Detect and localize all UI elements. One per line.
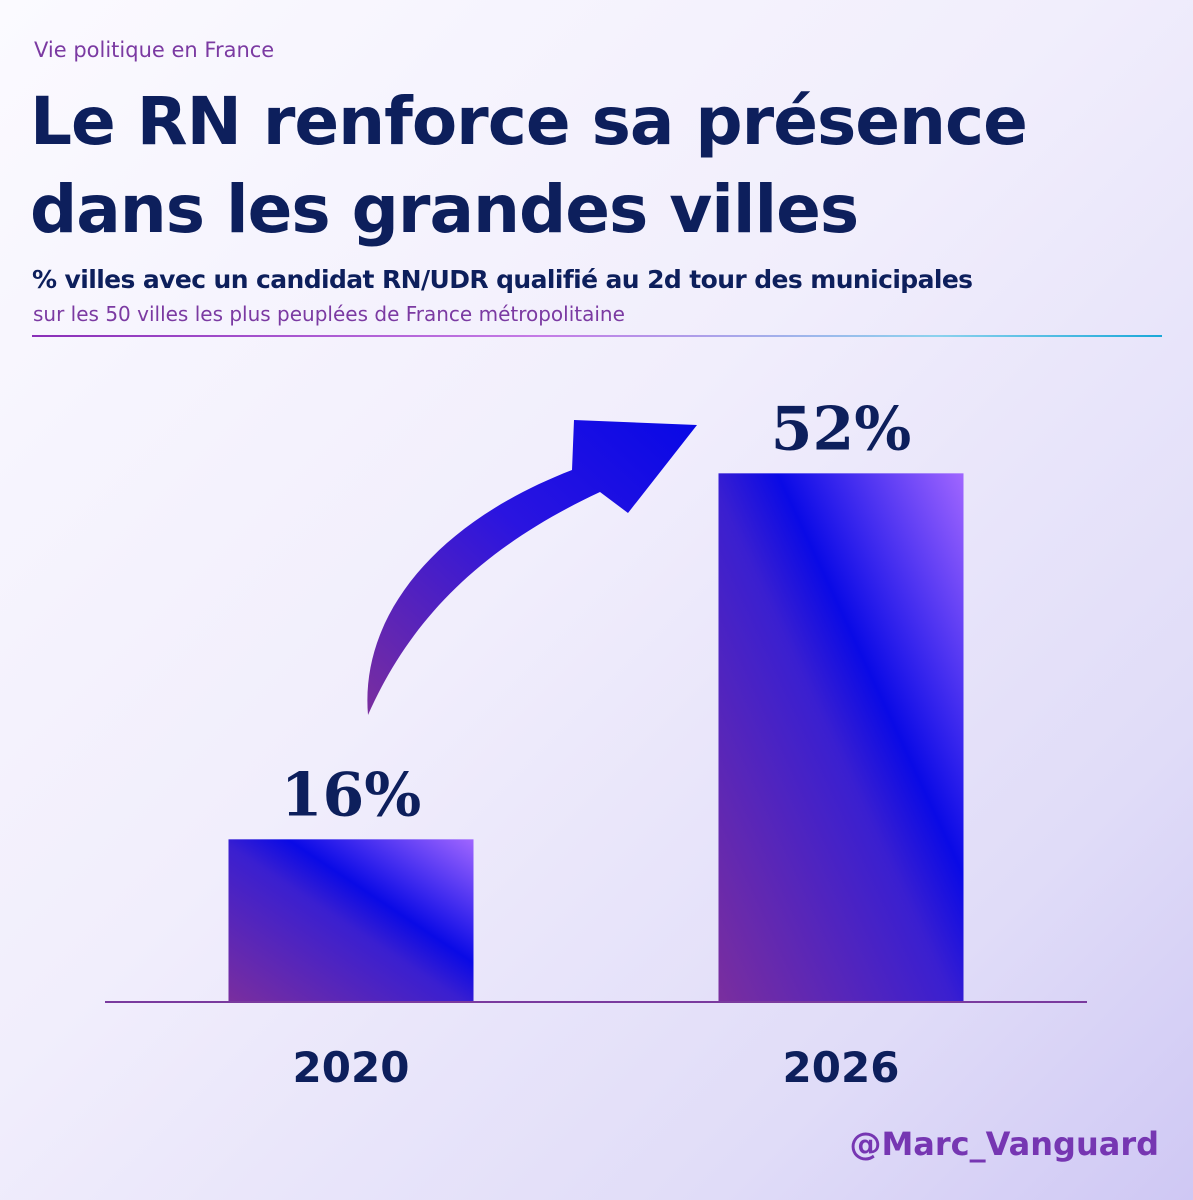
kicker: Vie politique en France — [34, 38, 275, 62]
category-label-2026: 2026 — [783, 1043, 900, 1092]
bar-2020 — [228, 839, 474, 1002]
bar-2026 — [718, 473, 964, 1002]
category-label-2020: 2020 — [293, 1043, 410, 1092]
chart-subtitle: % villes avec un candidat RN/UDR qualifi… — [32, 265, 973, 294]
chart-note: sur les 50 villes les plus peuplées de F… — [33, 302, 625, 326]
arrow-up-right-icon — [367, 420, 697, 715]
header-divider — [32, 335, 1162, 337]
chart-title: Le RN renforce sa présence dans les gran… — [30, 83, 1028, 248]
author-handle: @Marc_Vanguard — [849, 1125, 1159, 1163]
value-label-2020: 16% — [281, 760, 422, 830]
value-label-2026: 52% — [771, 394, 912, 464]
